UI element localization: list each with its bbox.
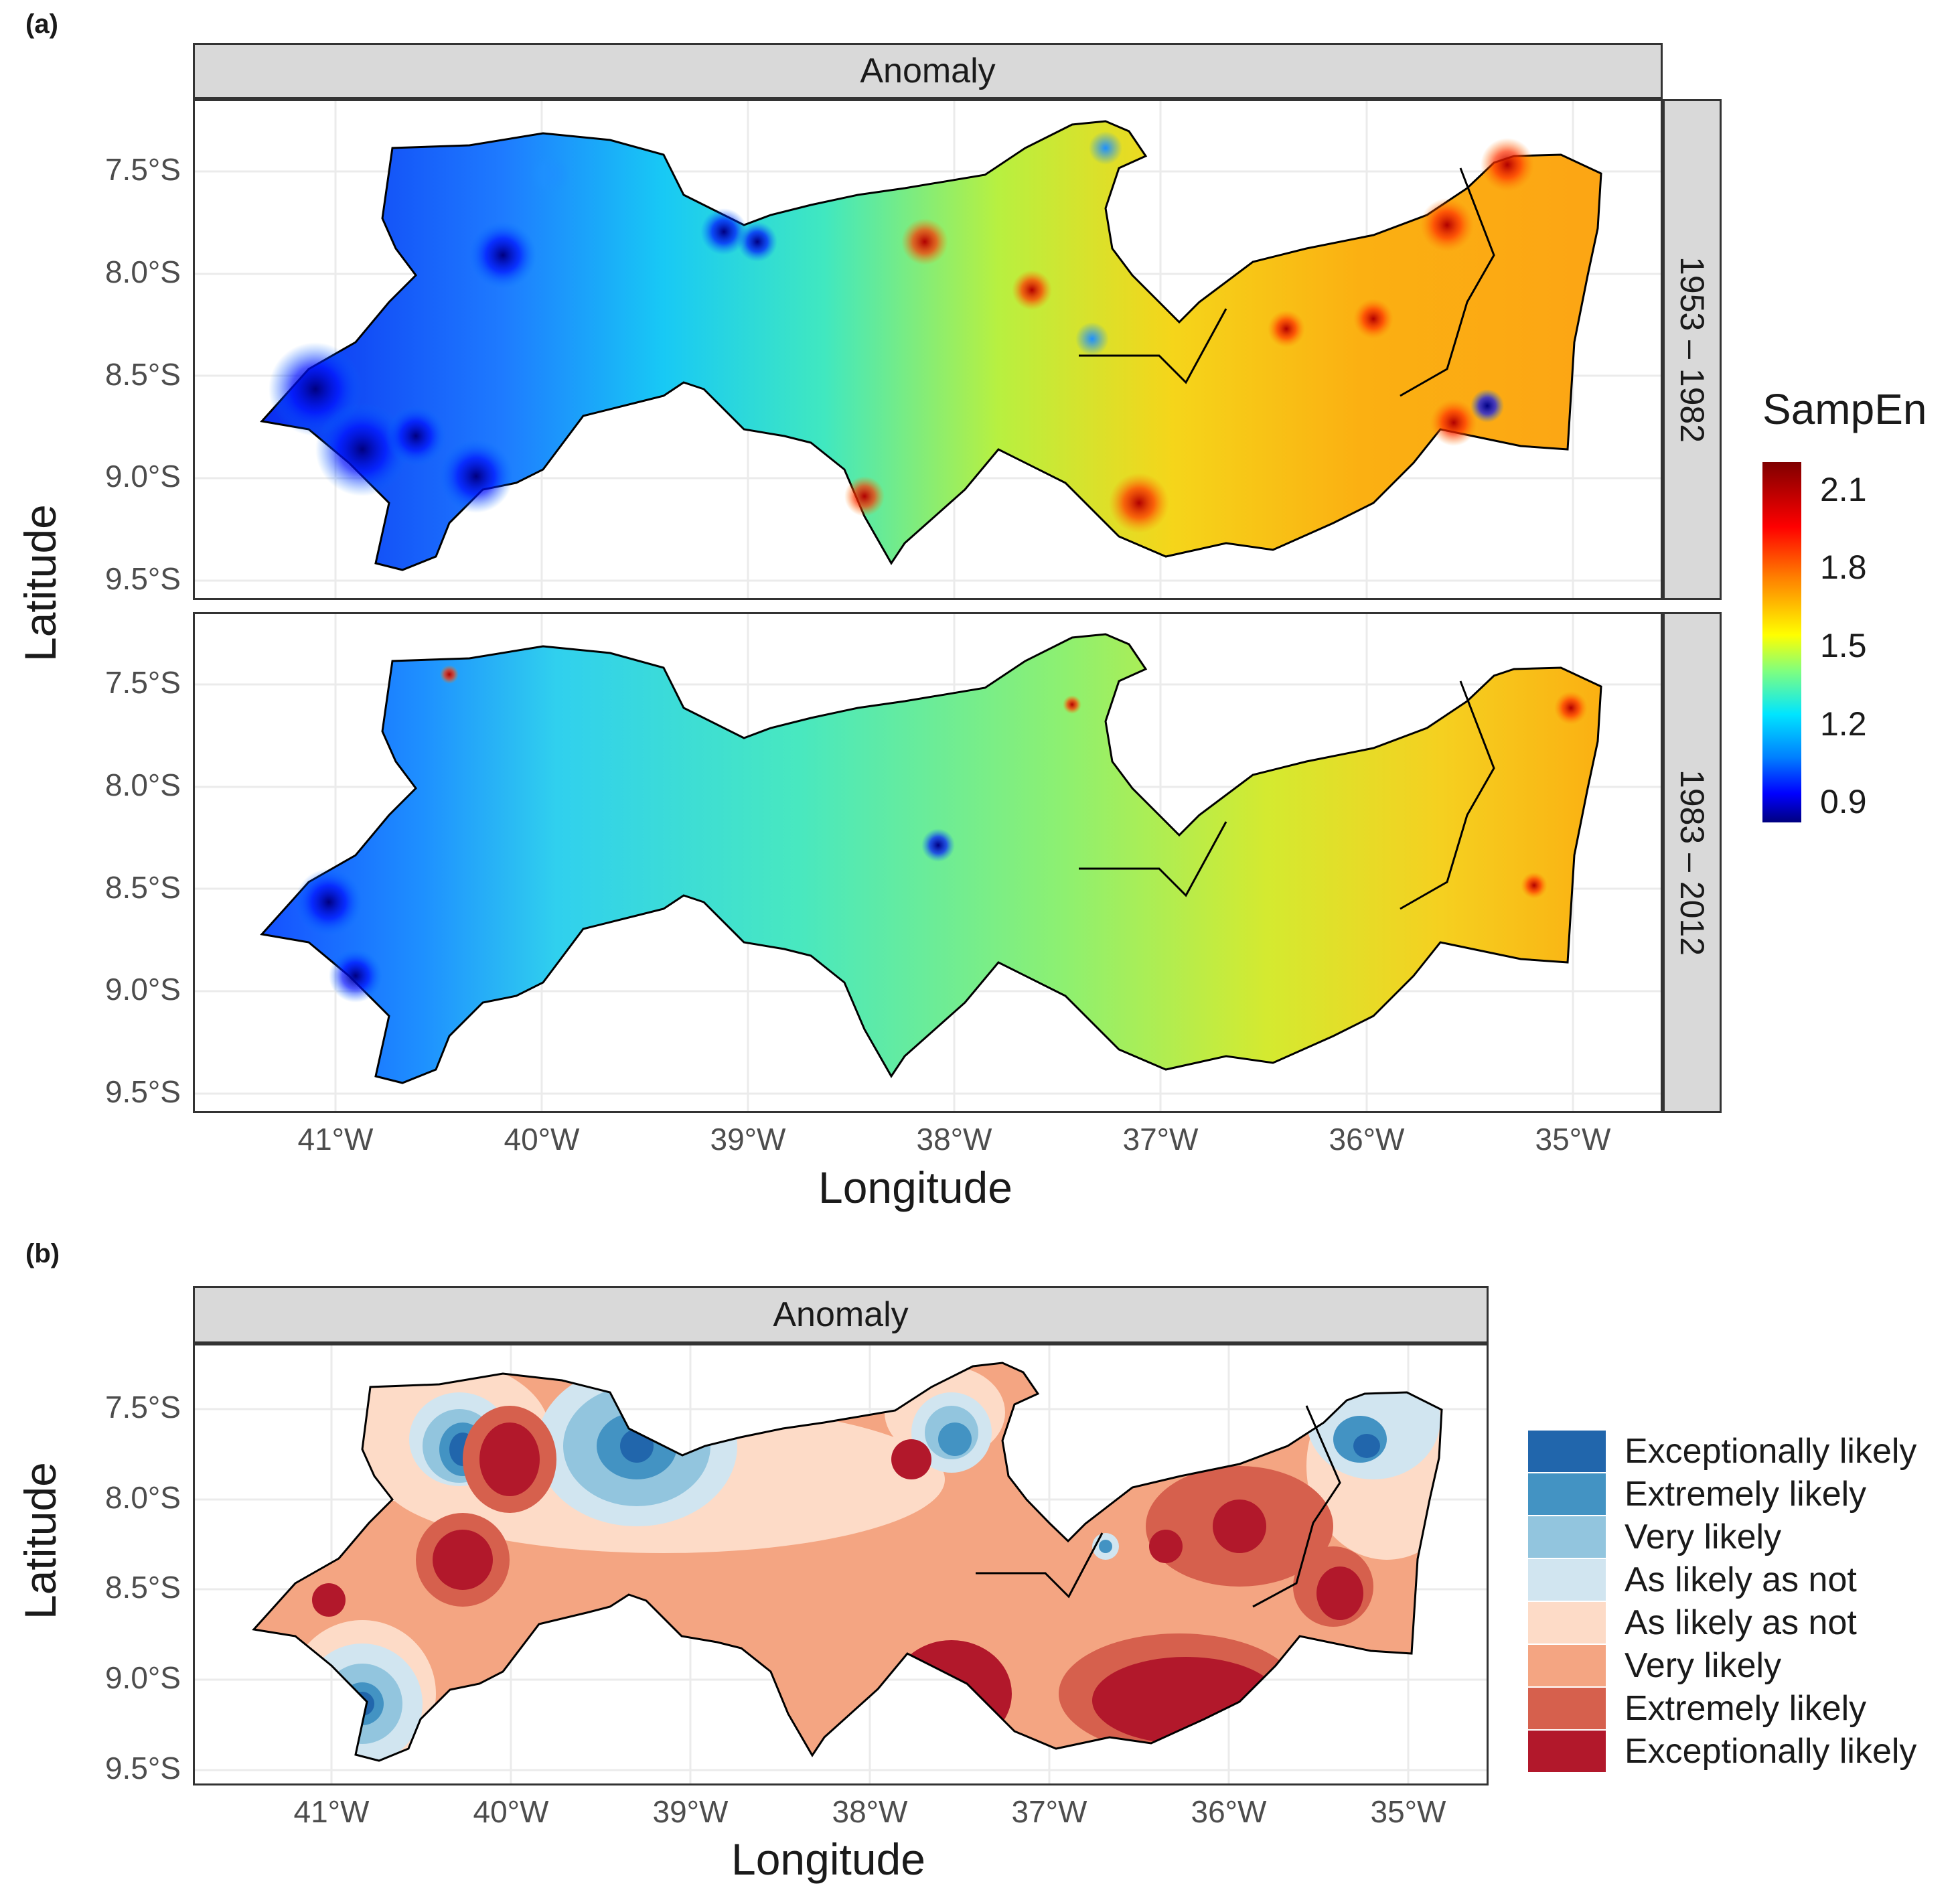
anomaly-spots-1	[269, 131, 1534, 533]
x-axis-title-a: Longitude	[818, 1163, 1012, 1212]
facet-strip-top-b: Anomaly	[193, 1286, 1489, 1343]
y-tick: 7.5°S	[104, 152, 181, 187]
x-tick: 37°W	[1011, 1794, 1087, 1829]
legend-swatch	[1528, 1688, 1606, 1729]
legend-item: Extremely likely	[1528, 1473, 1866, 1515]
facet-label-1983-2012: 1983 – 2012	[1673, 769, 1711, 956]
legend-label: Very likely	[1625, 1518, 1782, 1556]
x-axis-title-b: Longitude	[731, 1834, 925, 1884]
y-tick: 9.5°S	[104, 1074, 181, 1109]
map-plot-likelihood	[193, 1343, 1489, 1785]
x-tick: 40°W	[473, 1794, 549, 1829]
legend-swatch	[1528, 1645, 1606, 1686]
legend-label: Exceptionally likely	[1625, 1732, 1917, 1771]
y-tick: 8.0°S	[104, 254, 181, 289]
y-tick: 7.5°S	[104, 1390, 181, 1425]
x-tick: 38°W	[832, 1794, 908, 1829]
map-plot-1953-1982	[193, 99, 1663, 600]
legend-label: Very likely	[1625, 1646, 1782, 1685]
y-tick: 8.5°S	[104, 1570, 181, 1605]
y-tick: 9.0°S	[104, 972, 181, 1007]
y-tick: 7.5°S	[104, 665, 181, 700]
x-tick: 36°W	[1329, 1122, 1405, 1157]
legend-label: As likely as not	[1625, 1560, 1857, 1599]
x-tick: 35°W	[1370, 1794, 1446, 1829]
legend-tick: 0.9	[1820, 783, 1867, 820]
x-tick: 38°W	[916, 1122, 992, 1157]
legend-swatch	[1528, 1602, 1606, 1644]
facet-strip-1953-1982: 1953 – 1982	[1663, 99, 1722, 600]
x-tick: 41°W	[297, 1122, 374, 1157]
x-tick: 37°W	[1122, 1122, 1199, 1157]
legend-swatch	[1528, 1731, 1606, 1772]
facet-strip-1983-2012: 1983 – 2012	[1663, 612, 1722, 1113]
legend-item: Very likely	[1528, 1645, 1781, 1686]
legend-label: Exceptionally likely	[1625, 1432, 1917, 1471]
legend-swatch	[1528, 1431, 1606, 1472]
x-tick: 39°W	[710, 1122, 786, 1157]
colorbar	[1762, 462, 1801, 822]
y-axis-title-b: Latitude	[15, 1462, 65, 1619]
legend-tick: 1.2	[1820, 705, 1867, 743]
legend-item: Extremely likely	[1528, 1688, 1866, 1729]
facet-label-1953-1982: 1953 – 1982	[1673, 256, 1711, 443]
legend-item: As likely as not	[1528, 1602, 1857, 1644]
y-tick: 8.5°S	[104, 870, 181, 905]
legend-item: Exceptionally likely	[1528, 1731, 1916, 1772]
facet-strip-top-a: Anomaly	[193, 43, 1663, 99]
legend-tick: 2.1	[1820, 471, 1867, 508]
legend-swatch	[1528, 1516, 1606, 1558]
legend-label: As likely as not	[1625, 1603, 1857, 1642]
basin-line	[1400, 167, 1495, 397]
map-plot-1983-2012	[193, 612, 1663, 1113]
state-outline-b	[252, 1362, 1443, 1762]
y-tick: 9.0°S	[104, 459, 181, 494]
x-tick: 36°W	[1191, 1794, 1267, 1829]
y-tick: 8.5°S	[104, 357, 181, 392]
y-tick: 8.0°S	[104, 768, 181, 802]
y-tick: 9.5°S	[104, 561, 181, 596]
legend-tick: 1.5	[1820, 627, 1867, 664]
legend-label: Extremely likely	[1625, 1475, 1867, 1514]
legend-swatch	[1528, 1473, 1606, 1515]
y-tick: 8.0°S	[104, 1480, 181, 1515]
y-axis-title-a: Latitude	[15, 504, 65, 662]
x-tick: 40°W	[504, 1122, 580, 1157]
legend-label: Extremely likely	[1625, 1689, 1867, 1728]
legend-tick: 1.8	[1820, 549, 1867, 586]
legend-swatch	[1528, 1559, 1606, 1601]
y-tick: 9.0°S	[104, 1660, 181, 1695]
panel-b-label: (b)	[25, 1239, 60, 1268]
y-tick: 9.5°S	[104, 1751, 181, 1785]
anomaly-spots-2	[295, 665, 1588, 1003]
legend-item: Exceptionally likely	[1528, 1431, 1916, 1472]
legend-item: Very likely	[1528, 1516, 1781, 1558]
x-tick: 41°W	[293, 1794, 370, 1829]
legend-title-sampen: SampEn	[1762, 385, 1927, 433]
legend-item: As likely as not	[1528, 1559, 1857, 1601]
x-tick: 35°W	[1535, 1122, 1611, 1157]
panel-a-label: (a)	[25, 9, 58, 39]
likelihood-fill	[254, 1363, 1442, 1761]
x-tick: 39°W	[652, 1794, 729, 1829]
basin-line	[1079, 308, 1227, 384]
